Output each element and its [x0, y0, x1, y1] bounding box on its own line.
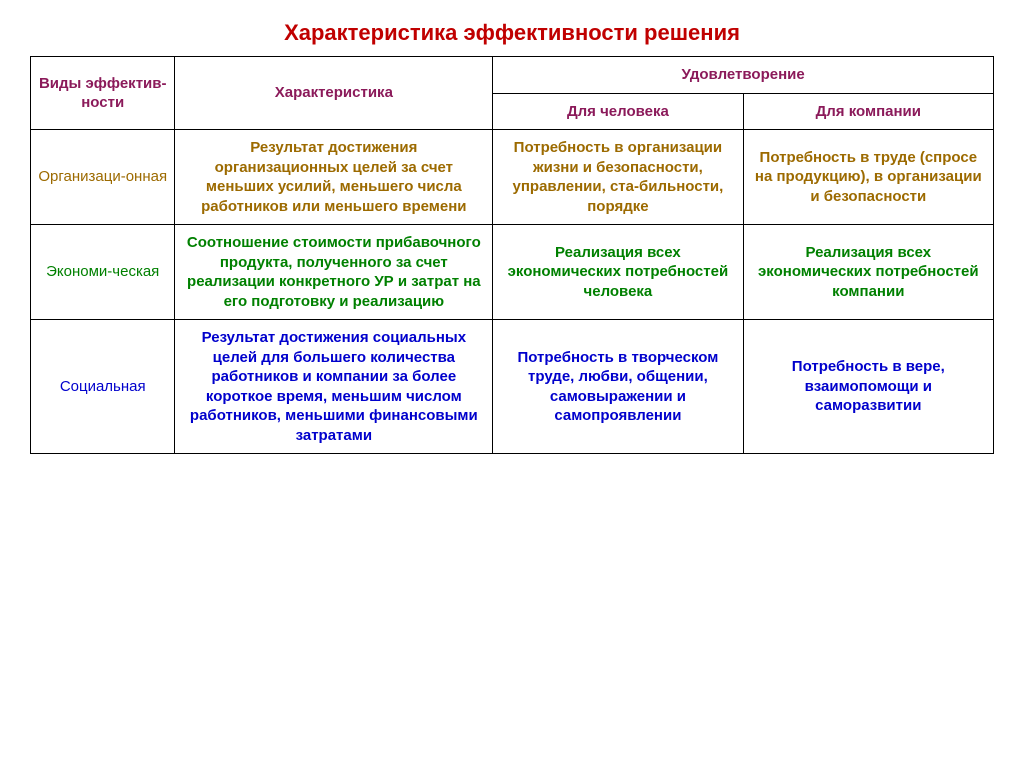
header-row-1: Виды эффектив-ности Характеристика Удовл… — [31, 57, 994, 94]
cell-label: Социальная — [31, 320, 175, 454]
cell-human: Потребность в организации жизни и безопа… — [493, 130, 743, 225]
table-row: Экономи-ческая Соотношение стоимости при… — [31, 225, 994, 320]
cell-label: Организаци-онная — [31, 130, 175, 225]
cell-label: Экономи-ческая — [31, 225, 175, 320]
cell-char: Соотношение стоимости прибавочного проду… — [175, 225, 493, 320]
th-char: Характеристика — [175, 57, 493, 130]
cell-char: Результат достижения организационных цел… — [175, 130, 493, 225]
effectiveness-table: Виды эффектив-ности Характеристика Удовл… — [30, 56, 994, 454]
cell-char: Результат достижения социальных целей дл… — [175, 320, 493, 454]
table-row: Организаци-онная Результат достижения ор… — [31, 130, 994, 225]
th-company: Для компании — [743, 93, 993, 130]
cell-company: Реализация всех экономических потребност… — [743, 225, 993, 320]
page-title: Характеристика эффективности решения — [30, 20, 994, 46]
th-satisfaction: Удовлетворение — [493, 57, 994, 94]
cell-company: Потребность в вере, взаимопомощи и самор… — [743, 320, 993, 454]
cell-company: Потребность в труде (спросе на продукцию… — [743, 130, 993, 225]
th-types: Виды эффектив-ности — [31, 57, 175, 130]
cell-human: Потребность в творческом труде, любви, о… — [493, 320, 743, 454]
table-row: Социальная Результат достижения социальн… — [31, 320, 994, 454]
th-human: Для человека — [493, 93, 743, 130]
cell-human: Реализация всех экономических потребност… — [493, 225, 743, 320]
